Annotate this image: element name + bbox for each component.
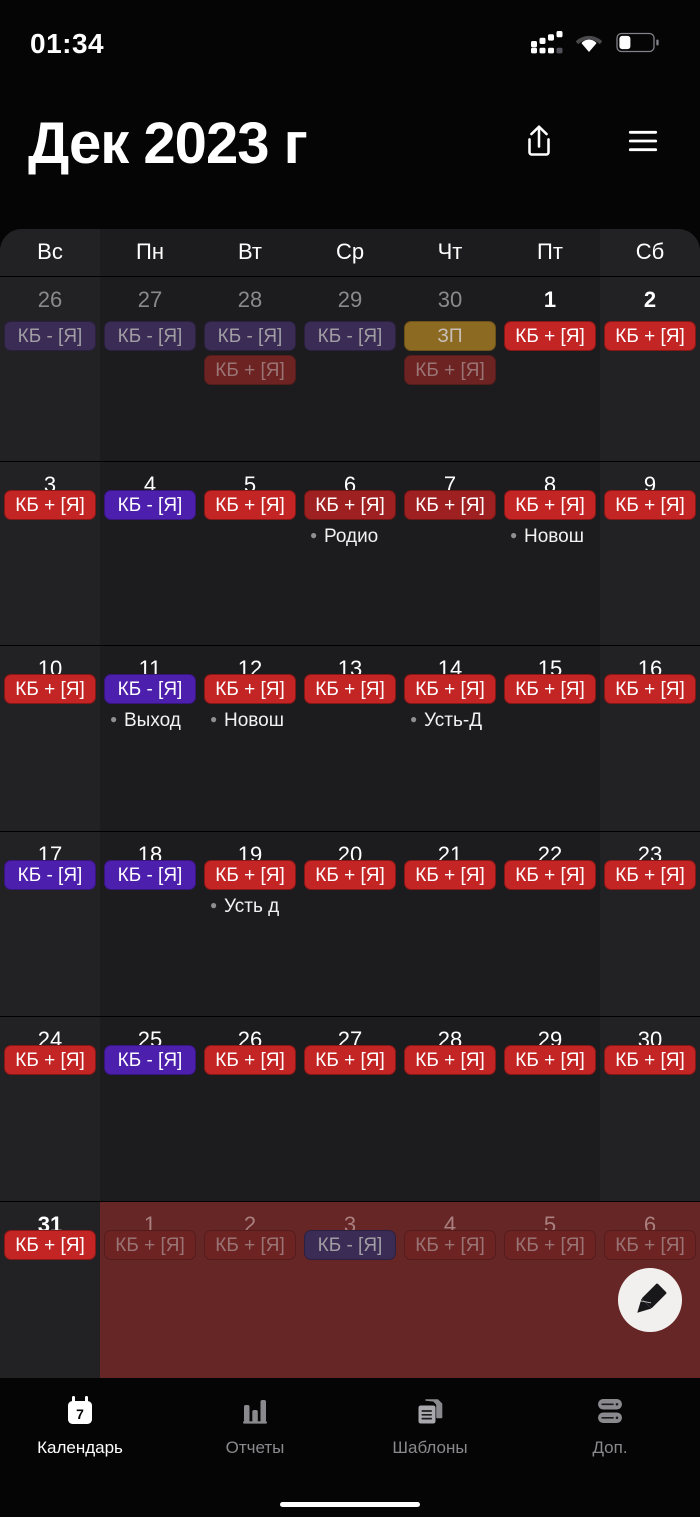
svg-text:7: 7 — [76, 1406, 84, 1422]
